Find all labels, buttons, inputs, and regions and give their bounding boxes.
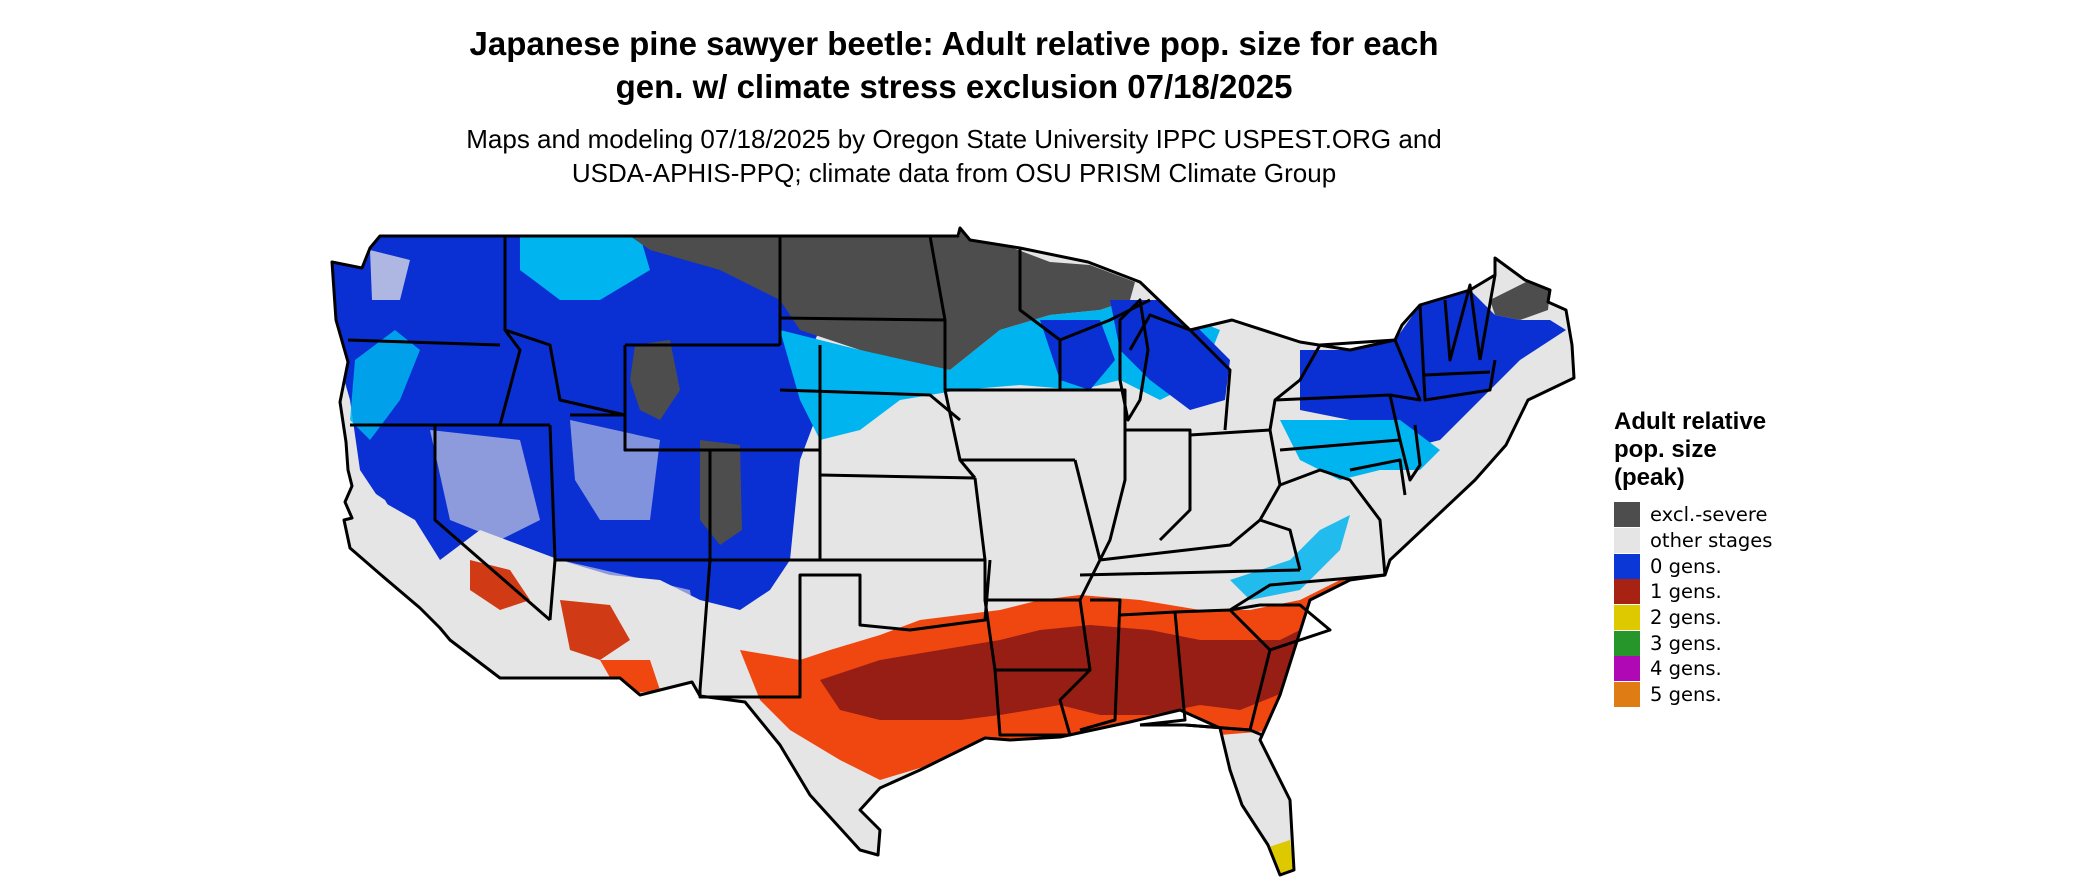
border-ms: [1079, 598, 1122, 732]
border-nd-sd: [779, 316, 946, 322]
lake-michigan-outline: [1118, 298, 1150, 422]
legend-title: Adult relative pop. size (peak): [1614, 408, 1772, 492]
legend-swatch: [1614, 553, 1640, 579]
map-subtitle: Maps and modeling 07/18/2025 by Oregon S…: [0, 122, 1908, 190]
legend-item: 3 gens.: [1614, 630, 1772, 656]
zone-light-utah: [570, 420, 660, 520]
border-fl: [1140, 723, 1263, 737]
zone-zero-gens-appalachia-south: [1230, 515, 1350, 600]
map-title: Japanese pine sawyer beetle: Adult relat…: [0, 22, 1908, 108]
map-fill-layer: [332, 228, 1574, 875]
border-ne-ia: [943, 389, 977, 479]
map-subtitle-line-1: Maps and modeling 07/18/2025 by Oregon S…: [466, 124, 1442, 154]
legend-label: 3 gens.: [1650, 631, 1722, 655]
legend-swatch: [1614, 528, 1640, 554]
legend-label: other stages: [1650, 529, 1773, 553]
legend-item: 5 gens.: [1614, 682, 1772, 708]
border-vt-nh: [1443, 283, 1482, 362]
legend-swatch: [1614, 502, 1640, 528]
border-oh: [1189, 428, 1282, 521]
border-md-de: [1349, 458, 1407, 496]
zone-zero-gens-northeast: [1300, 290, 1566, 450]
zone-zero-gens-cascade-light: [350, 330, 420, 440]
border-ne-ks: [819, 473, 976, 480]
zone-california-light: [340, 470, 480, 640]
border-co-ks: [818, 450, 860, 562]
legend-label: 0 gens.: [1650, 554, 1722, 578]
legend-item: 4 gens.: [1614, 656, 1772, 682]
border-wa-or: [347, 338, 501, 347]
border-mn-wi: [1018, 248, 1062, 390]
zone-zero-gens-west-light: [520, 236, 650, 300]
legend-label: 2 gens.: [1650, 606, 1722, 630]
border-ut-co: [570, 413, 712, 691]
border-al: [1119, 610, 1187, 727]
border-new-england: [1418, 304, 1497, 402]
legend-swatch: [1614, 605, 1640, 631]
map-title-line-2: gen. w/ climate stress exclusion 07/18/2…: [615, 68, 1293, 105]
zone-zero-gens-midwest: [780, 300, 1220, 440]
border-mi-upper: [1059, 298, 1151, 342]
border-mo: [973, 459, 1102, 602]
zone-zero-gens-michigan-dark: [1110, 300, 1230, 410]
map-legend: Adult relative pop. size (peak) excl.-se…: [1614, 408, 1772, 708]
map-title-line-1: Japanese pine sawyer beetle: Adult relat…: [469, 25, 1439, 62]
border-nj: [1398, 424, 1422, 482]
border-il: [1060, 388, 1127, 561]
legend-swatch: [1614, 579, 1640, 605]
legend-swatch: [1614, 682, 1640, 708]
border-in: [1125, 428, 1192, 542]
border-ar: [983, 599, 1092, 672]
legend-label: 1 gens.: [1650, 580, 1722, 604]
legend-swatch: [1614, 656, 1640, 682]
border-nv-ca: [433, 425, 551, 622]
legend-title-line-1: Adult relative: [1614, 408, 1767, 435]
zone-one-gen-desert-1: [470, 560, 530, 610]
border-nc: [1229, 573, 1386, 612]
border-wy: [623, 345, 822, 452]
legend-swatch: [1614, 630, 1640, 656]
border-wv-va: [1279, 468, 1387, 576]
legend-label: 4 gens.: [1650, 657, 1722, 681]
legend-title-line-3: (peak): [1614, 464, 1685, 491]
border-ny: [1274, 338, 1422, 402]
legend-item: excl.-severe: [1614, 502, 1772, 528]
zone-light-west-central: [370, 250, 410, 300]
zone-excl-severe-maine: [1490, 275, 1550, 320]
zone-one-gen-desert-2: [560, 600, 630, 660]
legend-label: excl.-severe: [1650, 503, 1768, 527]
zone-light-nevada: [430, 430, 540, 540]
legend-item: other stages: [1614, 528, 1772, 554]
legend-item: 0 gens.: [1614, 553, 1772, 579]
map-subtitle-line-2: USDA-APHIS-PPQ; climate data from OSU PR…: [571, 158, 1337, 188]
legend-item: 1 gens.: [1614, 579, 1772, 605]
border-ma-ct: [1424, 370, 1491, 377]
state-borders: [330, 226, 1576, 877]
zone-excl-severe-plains: [630, 228, 1135, 370]
legend-item: 2 gens.: [1614, 605, 1772, 631]
border-sc: [1229, 603, 1332, 652]
border-la: [993, 668, 1092, 737]
zone-excl-severe-wyoming: [630, 340, 680, 420]
border-mn: [928, 235, 947, 390]
border-me-nh: [1478, 274, 1497, 361]
legend-label: 5 gens.: [1650, 683, 1722, 707]
us-outline: [330, 226, 1576, 877]
zone-one-gen-dark: [820, 610, 1345, 720]
legend-items: excl.-severe other stages 0 gens. 1 gens. 2 …: [1614, 502, 1772, 708]
legend-title-line-2: pop. size: [1614, 436, 1717, 463]
border-tn: [1079, 568, 1301, 577]
border-id-mt: [503, 236, 626, 417]
